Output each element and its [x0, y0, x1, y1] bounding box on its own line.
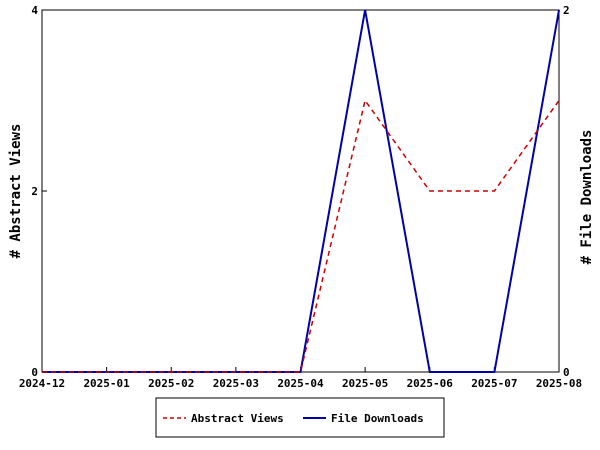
- x-tick-label: 2025-05: [342, 377, 388, 390]
- x-tick-label: 2025-07: [471, 377, 517, 390]
- y-right-tick-label: 2: [563, 4, 570, 17]
- y-left-tick-label: 0: [31, 366, 38, 379]
- legend-label-file-downloads: File Downloads: [331, 412, 424, 425]
- x-tick-label: 2025-08: [536, 377, 582, 390]
- y-right-tick-label: 0: [563, 366, 570, 379]
- x-tick-label: 2024-12: [19, 377, 65, 390]
- y-left-tick-label: 2: [31, 185, 38, 198]
- legend-label-abstract-views: Abstract Views: [191, 412, 284, 425]
- series-line-file-downloads: [42, 9, 560, 373]
- y-right-axis-title: # File Downloads: [579, 130, 595, 265]
- legend: Abstract Views File Downloads: [155, 397, 445, 438]
- x-tick-label: 2025-02: [148, 377, 194, 390]
- plot-area: [41, 9, 560, 373]
- x-axis-ticks: 2024-12 2025-01 2025-02 2025-03 2025-04 2025-…: [19, 367, 582, 390]
- series-layer: [42, 9, 560, 373]
- legend-box: [155, 397, 445, 438]
- y-left-axis-title: # Abstract Views: [8, 124, 24, 259]
- y-left-tick-label: 4: [31, 4, 38, 17]
- x-tick-label: 2025-01: [83, 377, 130, 390]
- x-tick-label: 2025-03: [213, 377, 259, 390]
- x-tick-label: 2025-06: [407, 377, 454, 390]
- x-tick-label: 2025-04: [277, 377, 324, 390]
